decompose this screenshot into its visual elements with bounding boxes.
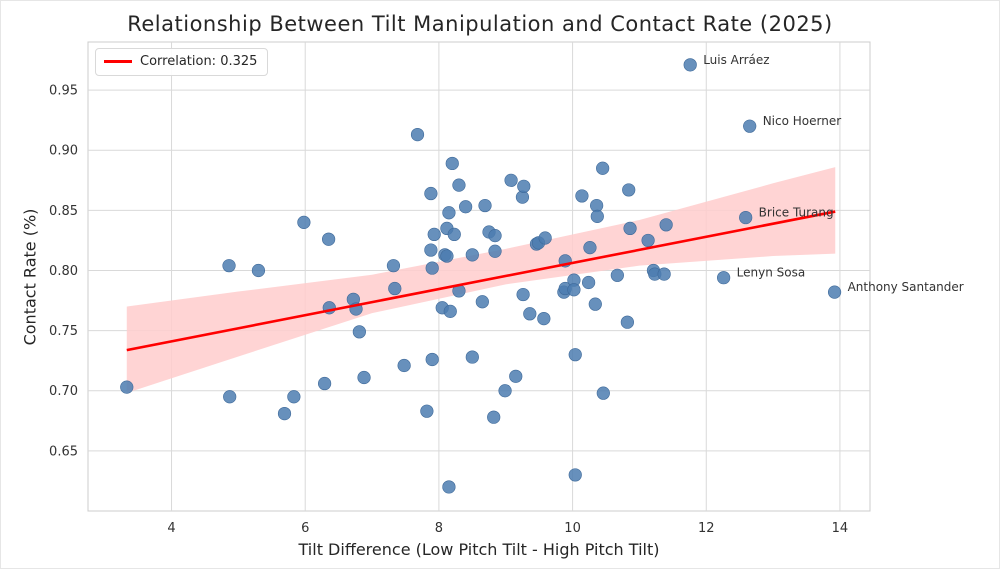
scatter-point [424,186,438,201]
scatter-point [420,404,434,418]
scatter-point [588,297,602,311]
scatter-point [357,370,371,385]
y-tick-label: 0.95 [49,84,78,99]
scatter-point [739,210,753,225]
scatter-point [277,406,292,421]
x-axis-label: Tilt Difference (Low Pitch Tilt - High P… [298,540,660,559]
x-tick-label: 10 [564,521,581,536]
y-tick-label: 0.70 [49,384,78,399]
annotation-label: Nico Hoerner [763,114,842,128]
scatter-point [287,390,301,404]
regression-line-group [126,210,836,352]
scatter-point [575,189,589,203]
scatter-point [590,209,604,223]
scatter-point [498,384,512,398]
scatter-point [567,283,581,297]
y-tick-label: 0.85 [49,204,78,219]
scatter-point [425,261,439,275]
scatter-point [487,410,501,424]
scatter-point [620,315,634,329]
scatter-point [465,350,479,364]
regression-line [126,210,836,352]
legend-line-swatch [104,60,132,63]
scatter-point [827,285,842,299]
scatter-point [538,231,552,245]
scatter-point [517,179,531,193]
annotation-label: Lenyn Sosa [737,266,806,280]
scatter-point [452,178,466,192]
scatter-point [297,215,311,229]
y-axis-label: Contact Rate (%) [20,208,40,346]
scatter-point [683,58,697,72]
scatter-point [622,183,636,197]
x-tick-label: 14 [832,521,849,536]
scatter-point [641,233,655,248]
scatter-point [445,156,459,171]
scatter-point [251,263,266,278]
legend: Correlation: 0.325 [95,48,269,76]
scatter-point [623,221,637,235]
plot-area [87,41,871,512]
scatter-point [442,206,456,220]
scatter-point [488,229,502,243]
scatter-point [478,198,492,213]
scatter-point [475,295,489,309]
scatter-point [610,268,624,282]
scatter-point [447,227,461,242]
chart-title: Relationship Between Tilt Manipulation a… [127,12,833,36]
scatter-point [120,380,134,394]
y-tick-label: 0.80 [49,264,78,279]
scatter-point [222,259,236,273]
scatter-point [397,358,411,373]
scatter-point [318,376,332,391]
scatter-point [465,248,479,262]
annotation-label: Luis Arráez [703,53,769,67]
annotation-label: Brice Turang [759,206,834,220]
scatter-point [717,271,731,285]
annotation-label: Anthony Santander [848,280,964,294]
x-tick-label: 6 [301,521,309,536]
scatter-point [424,243,438,257]
scatter-point [488,244,502,258]
scatter-point [410,127,425,142]
scatter-point [504,173,518,187]
legend-label: Correlation: 0.325 [140,54,258,69]
scatter-point [509,369,523,383]
scatter-point [386,259,401,273]
scatter-point [440,249,454,263]
scatter-point [425,352,439,367]
x-tick-labels: 4 6 8 10 12 14 [167,521,848,536]
data-points [120,58,842,494]
x-tick-label: 12 [698,521,715,536]
scatter-point [657,267,671,281]
scatter-point [743,119,757,133]
x-tick-label: 4 [167,521,175,536]
y-tick-labels: 0.65 0.70 0.75 0.80 0.85 0.90 0.95 [49,84,78,460]
scatter-point [516,287,530,302]
scatter-point [659,218,673,232]
scatter-point [568,468,582,482]
scatter-point [388,281,402,296]
scatter-point [459,200,473,214]
scatter-point [442,480,456,494]
scatter-point [568,348,582,362]
point-annotations: Luis Arráez Nico Hoerner Brice Turang Lenyn… [703,53,964,294]
y-tick-label: 0.65 [49,444,78,459]
scatter-point [583,241,597,255]
x-tick-label: 8 [435,521,443,536]
y-tick-label: 0.90 [49,144,78,159]
scatter-point [427,227,441,242]
scatter-point [523,307,537,321]
scatter-point [582,275,596,290]
scatter-point [443,304,457,318]
scatter-point [596,161,610,175]
y-tick-label: 0.75 [49,324,78,339]
scatter-point [322,232,336,246]
scatter-point [537,311,551,326]
scatter-point [223,390,237,404]
scatter-point [596,386,610,400]
scatter-point [352,325,366,339]
